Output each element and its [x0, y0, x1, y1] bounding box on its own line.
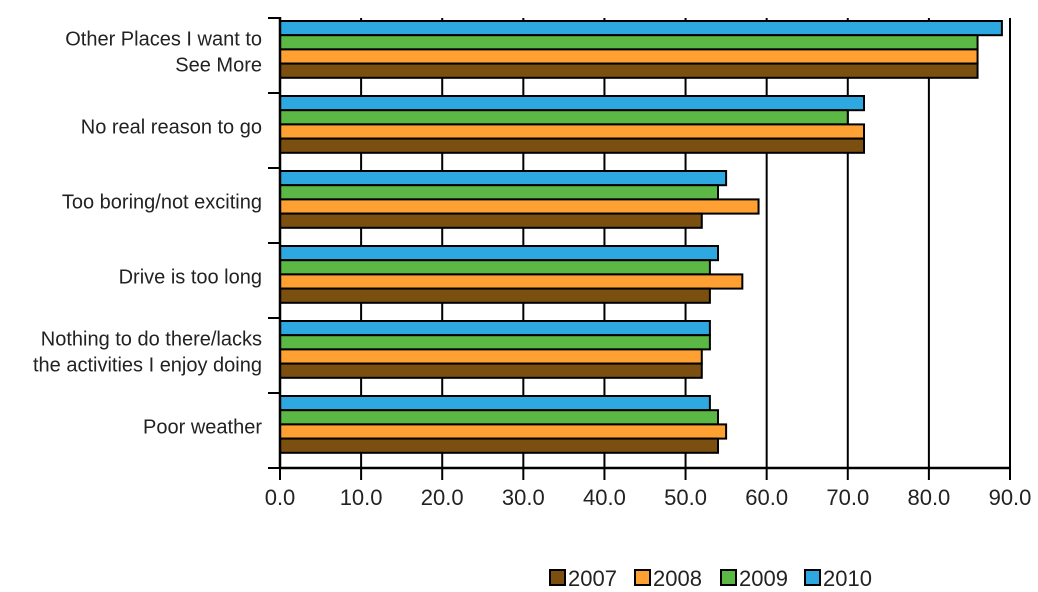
- bar-2008-2: [279, 198, 760, 215]
- x-tick-label-30: 30.0: [502, 485, 545, 510]
- bar-2009-2: [279, 184, 719, 201]
- legend-label-2010: 2010: [823, 566, 872, 591]
- bar-2010-3: [279, 245, 719, 262]
- x-tick-label-70: 70.0: [826, 485, 869, 510]
- bar-2008-3: [279, 273, 744, 290]
- bar-2009-3: [279, 259, 711, 276]
- legend-label-2008: 2008: [653, 566, 702, 591]
- x-tick-label-50: 50.0: [664, 485, 707, 510]
- bar-2008-5: [279, 423, 728, 440]
- gridlines: [360, 18, 1011, 468]
- category-labels: Other Places I want to See More No real re…: [33, 29, 262, 439]
- legend-item-2010: 2010: [804, 566, 872, 591]
- legend-swatch-2010: [804, 569, 821, 586]
- legend-swatch-2009: [720, 569, 737, 586]
- bar-2007-0: [279, 62, 979, 79]
- category-label-0-line-1: See More: [175, 55, 262, 77]
- x-tick-label-0: 0.0: [265, 485, 296, 510]
- legend-swatch-2007: [549, 569, 566, 586]
- x-tick-label-40: 40.0: [583, 485, 626, 510]
- category-label-3: Drive is too long: [119, 267, 262, 289]
- tick-labels: 0.0 10.0 20.0 30.0 40.0 50.0 60.0 70.0 80.0 90.0: [265, 485, 1032, 510]
- legend-item-2007: 2007: [549, 566, 617, 591]
- bar-2010-1: [279, 95, 865, 112]
- bars: [279, 20, 1003, 454]
- x-tick-label-90: 90.0: [989, 485, 1032, 510]
- category-label-1: No real reason to go: [81, 117, 262, 139]
- bar-2007-1: [279, 137, 865, 154]
- bar-2009-4: [279, 334, 711, 351]
- bar-2007-5: [279, 437, 719, 454]
- category-label-2: Too boring/not exciting: [62, 192, 262, 214]
- bar-2009-5: [279, 409, 719, 426]
- category-label-5: Poor weather: [143, 417, 262, 439]
- x-tick-label-60: 60.0: [745, 485, 788, 510]
- bar-2007-2: [279, 212, 703, 229]
- category-label-4-line-0: Nothing to do there/lacks: [41, 329, 262, 351]
- bar-2008-0: [279, 48, 979, 65]
- bar-2009-0: [279, 34, 979, 51]
- bar-2007-4: [279, 362, 703, 379]
- x-tick-label-20: 20.0: [421, 485, 464, 510]
- x-tick-label-80: 80.0: [907, 485, 950, 510]
- bar-2010-0: [279, 20, 1003, 37]
- legend-item-2008: 2008: [634, 566, 702, 591]
- legend: 2007 2008 2009 2010: [549, 566, 872, 591]
- legend-swatch-2008: [634, 569, 651, 586]
- category-label-0-line-0: Other Places I want to: [65, 29, 262, 51]
- bar-2008-4: [279, 348, 703, 365]
- legend-label-2009: 2009: [739, 566, 788, 591]
- bar-2010-2: [279, 170, 728, 187]
- category-label-4-line-1: the activities I enjoy doing: [33, 355, 262, 377]
- legend-item-2009: 2009: [720, 566, 788, 591]
- axes: [268, 17, 1011, 480]
- bar-2008-1: [279, 123, 865, 140]
- bar-2010-4: [279, 320, 711, 337]
- bar-2009-1: [279, 109, 849, 126]
- bar-2007-3: [279, 287, 711, 304]
- x-tick-label-10: 10.0: [340, 485, 383, 510]
- legend-label-2007: 2007: [568, 566, 617, 591]
- bar-2010-5: [279, 395, 711, 412]
